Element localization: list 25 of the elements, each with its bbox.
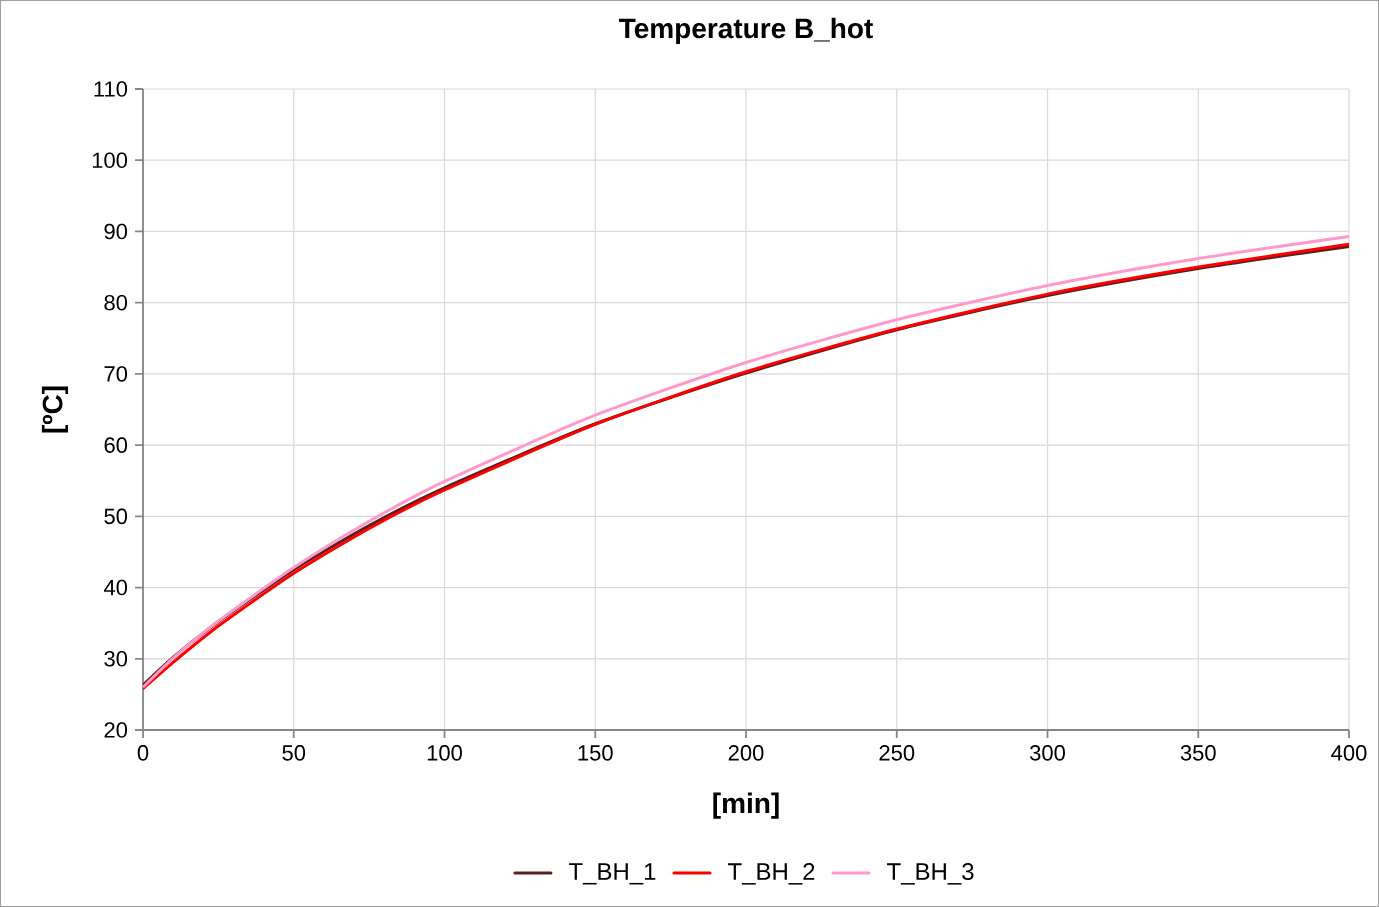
x-tick-label: 300: [1030, 745, 1065, 761]
y-tick-label: 90: [104, 223, 128, 240]
legend-label: T_BH_2: [728, 863, 815, 885]
x-tick-label: 350: [1180, 745, 1216, 761]
x-tick-label: 150: [578, 745, 613, 761]
x-tick-label: 400: [1331, 745, 1367, 761]
y-tick-label: 100: [92, 152, 128, 169]
y-tick-label: 20: [104, 722, 128, 738]
x-tick-label: 100: [427, 745, 462, 761]
legend-label: T_BH_1: [568, 863, 656, 885]
x-axis-title: [min]: [713, 792, 779, 819]
y-tick-label: 110: [94, 81, 128, 97]
y-tick-label: 70: [104, 366, 128, 382]
y-tick-label: 30: [104, 651, 128, 667]
y-tick-label: 80: [104, 294, 128, 311]
x-tick-label: 50: [282, 745, 306, 761]
chart-title: Temperature B_hot: [619, 17, 873, 44]
x-tick-label: 200: [728, 745, 764, 761]
x-tick-label: 250: [879, 745, 915, 761]
x-tick-label: 0: [137, 745, 149, 761]
legend-label: T_BH_3: [887, 863, 974, 885]
y-tick-label: 50: [104, 508, 128, 525]
y-axis-title: [ºC]: [41, 386, 69, 433]
y-tick-label: 60: [104, 437, 128, 453]
y-tick-label: 40: [103, 579, 128, 596]
